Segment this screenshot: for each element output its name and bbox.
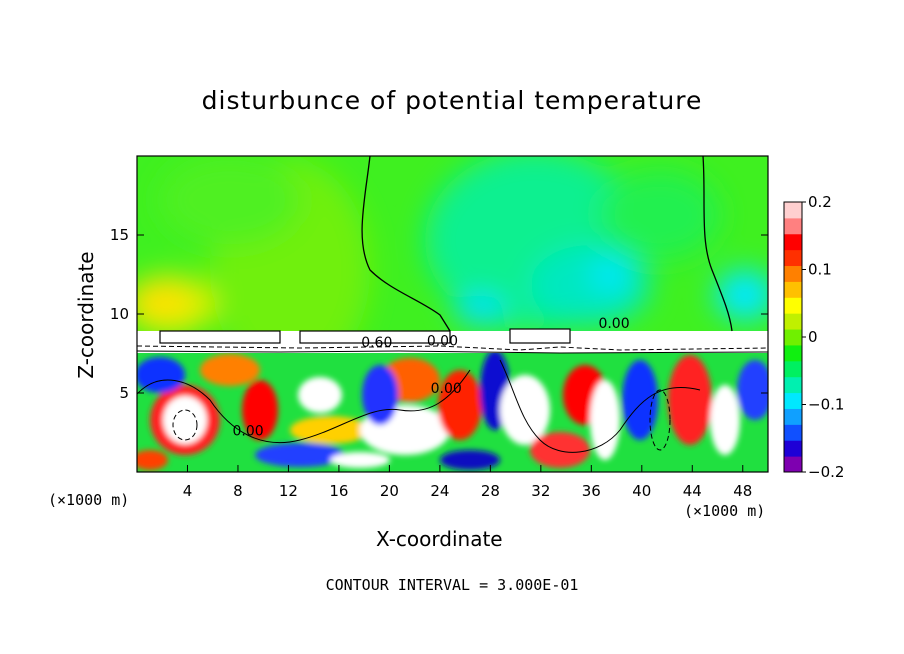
x-tick-label: 4 xyxy=(183,482,193,500)
y-axis-label: Z-coordinate xyxy=(74,251,98,379)
colorbar-swatch xyxy=(784,281,802,298)
colorbar-swatch xyxy=(784,233,802,251)
colorbar-tick-label: 0.2 xyxy=(808,193,832,211)
colorbar-swatch xyxy=(784,313,802,330)
contour-interval: CONTOUR INTERVAL = 3.000E-01 xyxy=(325,576,579,594)
x-tick-label: 20 xyxy=(380,482,399,500)
colorbar-swatch xyxy=(784,376,802,394)
colorbar-swatch xyxy=(784,392,802,409)
x-unit-left: (×1000 m) xyxy=(48,491,130,509)
colorbar-swatch xyxy=(784,329,802,346)
x-axis: 4 8 12 16 20 24 28 32 36 40 44 48 xyxy=(183,465,752,500)
x-tick-label: 12 xyxy=(279,482,298,500)
colorbar-swatch xyxy=(784,408,802,425)
x-tick-label: 40 xyxy=(632,482,651,500)
contour-label: 0.00 xyxy=(427,334,458,350)
colorbar-tick-label: −0.1 xyxy=(808,396,844,414)
contour-label: 0.00 xyxy=(598,316,629,332)
colorbar-swatch xyxy=(784,217,802,235)
y-axis: 5 10 15 xyxy=(110,226,768,402)
colorbar-tick-label: −0.2 xyxy=(808,463,844,481)
colorbar-tick-label: 0.1 xyxy=(808,261,832,279)
y-tick-label: 10 xyxy=(110,305,129,323)
y-tick-label: 15 xyxy=(110,226,129,244)
contour-label: 0.60 xyxy=(361,335,392,351)
x-tick-label: 28 xyxy=(481,482,500,500)
colorbar-swatch xyxy=(784,440,802,457)
x-tick-label: 16 xyxy=(329,482,348,500)
contour-label: 0.00 xyxy=(232,424,263,440)
colorbar-swatch xyxy=(784,297,802,314)
x-unit-right: (×1000 m) xyxy=(684,502,766,520)
x-tick-label: 36 xyxy=(582,482,601,500)
contour-labels: 0.60 0.00 0.00 0.00 0.00 xyxy=(232,316,629,439)
x-tick-label: 8 xyxy=(233,482,243,500)
x-tick-label: 44 xyxy=(683,482,702,500)
colorbar-swatch xyxy=(784,424,802,441)
colorbar-ticks: 0.2 0.1 0 −0.1 −0.2 xyxy=(802,193,844,481)
colorbar xyxy=(783,201,803,473)
colorbar-tick-label: 0 xyxy=(808,328,818,346)
potential-temperature-field xyxy=(137,156,768,472)
x-axis-label: X-coordinate xyxy=(376,527,503,551)
x-tick-label: 32 xyxy=(531,482,550,500)
colorbar-swatch xyxy=(784,202,802,219)
colorbar-swatch xyxy=(784,344,802,362)
colorbar-swatch xyxy=(784,360,802,378)
contour-label: 0.00 xyxy=(431,381,462,397)
colorbar-swatch xyxy=(784,265,802,282)
x-tick-label: 24 xyxy=(430,482,449,500)
x-tick-label: 48 xyxy=(733,482,752,500)
chart-title: disturbunce of potential temperature xyxy=(201,86,703,115)
colorbar-swatch xyxy=(784,249,802,267)
colorbar-swatch xyxy=(784,456,802,473)
y-tick-label: 5 xyxy=(119,384,129,402)
